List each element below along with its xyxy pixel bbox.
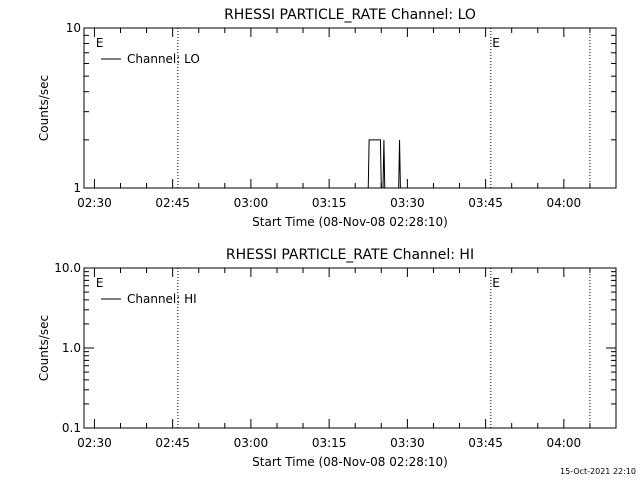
x-tick-label: 03:45	[468, 436, 503, 450]
y-tick-label: 10	[66, 21, 81, 35]
event-marker-label: E	[96, 36, 104, 50]
y-axis-label: Counts/sec	[37, 75, 51, 141]
y-axis-label: Counts/sec	[37, 315, 51, 381]
chart-title: RHESSI PARTICLE_RATE Channel: LO	[224, 7, 476, 23]
x-tick-label: 03:00	[234, 196, 269, 210]
x-tick-label: 04:00	[547, 196, 582, 210]
timestamp: 15-Oct-2021 22:10	[560, 467, 636, 476]
x-tick-label: 02:30	[77, 196, 112, 210]
x-tick-label: 03:30	[390, 436, 425, 450]
x-axis-label: Start Time (08-Nov-08 02:28:10)	[252, 455, 448, 469]
x-tick-label: 04:00	[547, 436, 582, 450]
x-tick-label: 03:00	[234, 436, 269, 450]
x-tick-label: 03:45	[468, 196, 503, 210]
x-tick-label: 02:30	[77, 436, 112, 450]
y-tick-label: 1	[73, 181, 81, 195]
x-tick-label: 03:15	[312, 436, 347, 450]
plot-frame	[83, 27, 617, 189]
x-tick-label: 03:30	[390, 196, 425, 210]
panel-hi: RHESSI PARTICLE_RATE Channel: HI Start Ti…	[37, 247, 617, 469]
y-tick-label: 10.0	[54, 261, 81, 275]
series-line	[367, 139, 401, 189]
legend-label: Channel: LO	[127, 52, 200, 66]
x-tick-label: 03:15	[312, 196, 347, 210]
event-marker-label: E	[492, 276, 500, 290]
legend-label: Channel: HI	[127, 292, 197, 306]
y-tick-label: 0.1	[62, 421, 81, 435]
event-marker-label: E	[492, 36, 500, 50]
y-tick-label: 1.0	[62, 341, 81, 355]
x-tick-label: 02:45	[155, 196, 190, 210]
chart-title: RHESSI PARTICLE_RATE Channel: HI	[226, 247, 474, 263]
x-axis-label: Start Time (08-Nov-08 02:28:10)	[252, 215, 448, 229]
x-tick-label: 02:45	[155, 436, 190, 450]
panel-lo: RHESSI PARTICLE_RATE Channel: LO Start Ti…	[37, 7, 617, 229]
event-marker-label: E	[96, 276, 104, 290]
